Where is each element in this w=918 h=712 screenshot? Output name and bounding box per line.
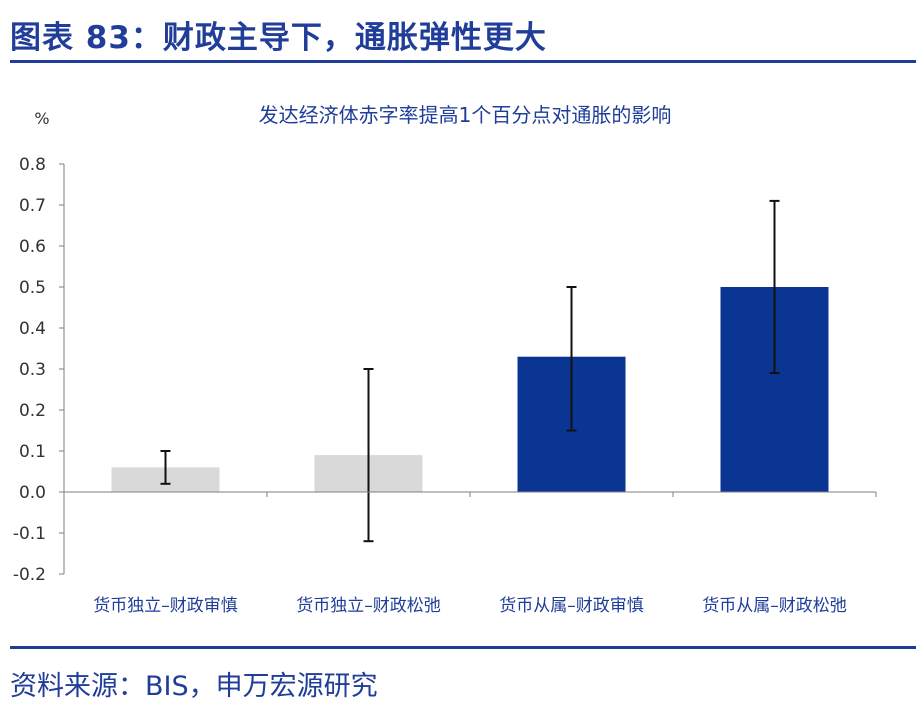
y-tick-label: 0.0 — [19, 483, 46, 503]
y-tick-label: 0.8 — [19, 155, 46, 175]
x-tick-label: 货币独立–财政审慎 — [93, 596, 238, 616]
error-bars — [160, 199, 780, 543]
bar-chart: 发达经济体赤字率提高1个百分点对通胀的影响 % 0.80.70.60.50.40… — [13, 103, 877, 616]
bars — [111, 287, 829, 492]
y-tick-label: -0.2 — [13, 565, 46, 585]
x-tick-label: 货币从属–财政审慎 — [499, 596, 644, 616]
x-axis: 货币独立–财政审慎 货币独立–财政松弛 货币从属–财政审慎 货币从属–财政松弛 — [64, 491, 877, 616]
chart-title: 发达经济体赤字率提高1个百分点对通胀的影响 — [259, 103, 672, 127]
y-tick-label: 0.1 — [19, 442, 46, 462]
source-note: 资料来源：BIS，申万宏源研究 — [10, 671, 378, 702]
x-tick-label: 货币从属–财政松弛 — [702, 596, 847, 616]
x-tick-label: 货币独立–财政松弛 — [296, 596, 441, 616]
y-tick-label: 0.2 — [19, 401, 46, 421]
figure-title: 图表 83：财政主导下，通胀弹性更大 — [10, 20, 547, 56]
y-axis: 0.8 0.7 0.6 0.5 0.4 0.3 0.2 0.1 0.0 -0.1 -0.2 — [13, 155, 65, 585]
y-tick-label: 0.5 — [19, 278, 46, 298]
y-tick-label: 0.6 — [19, 237, 46, 257]
y-axis-unit: % — [34, 109, 49, 128]
y-tick-label: 0.3 — [19, 360, 46, 380]
footer-divider — [10, 646, 916, 649]
y-tick-label: -0.1 — [13, 524, 46, 544]
title-divider — [10, 60, 916, 63]
y-tick-label: 0.7 — [19, 196, 46, 216]
y-tick-label: 0.4 — [19, 319, 46, 339]
